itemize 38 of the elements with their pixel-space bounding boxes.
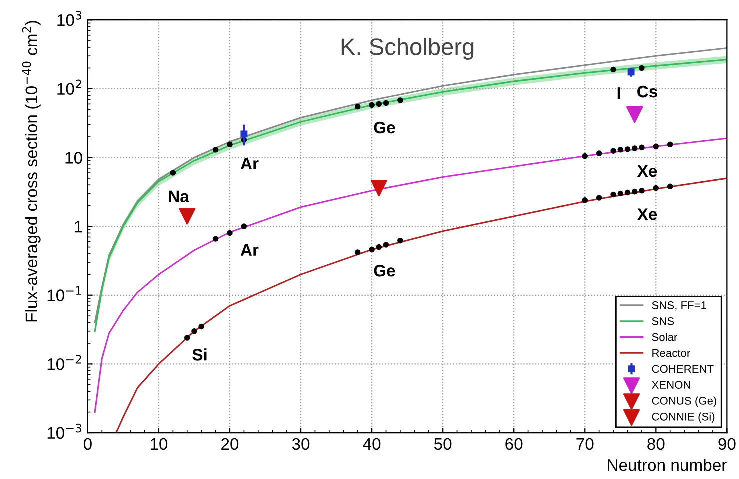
x-axis-title: Neutron number [608,458,727,472]
x-tick-label: 30 [292,438,310,450]
legend-label: COHERENT [652,365,714,374]
y-tick-label: 10$^{−2}$ [48,355,82,370]
annotation: Ar [240,244,259,256]
x-tick-label: 60 [506,438,523,450]
annotation: Si [192,348,207,361]
annotation: K. Scholberg [342,38,474,60]
x-tick-label: 70 [576,438,594,450]
y-tick-label: 10$^{2}$ [58,80,82,96]
x-tick-label: 0 [84,438,92,450]
y-tick-label: 10$^{−1}$ [48,286,82,302]
legend-label: SNS, FF=1 [652,302,706,311]
x-tick-label: 10 [150,438,168,450]
legend-label: CONNIE (Si) [652,412,715,424]
annotation: Ar [240,158,259,170]
x-tick-label: 40 [363,438,381,450]
legend-label: SNS [652,317,674,326]
annotation: Cs [638,86,658,98]
y-tick-label: 10 [66,152,82,164]
y-tick-label: 1 [75,221,82,233]
annotation: Ge [374,122,396,134]
legend-label: Solar [652,333,678,342]
x-tick-label: 90 [718,438,736,450]
y-tick-label: 10$^{−3}$ [48,424,82,440]
legend-label: XENON [652,381,690,389]
x-tick-label: 20 [222,438,239,450]
x-tick-label: 50 [434,438,452,450]
legend-label: CONUS (Ge) [652,396,716,408]
annotation: Xe [637,166,658,178]
annotation: Xe [637,208,658,220]
y-tick-label: 10$^{3}$ [58,10,82,26]
x-tick-label: 80 [648,438,665,450]
y-axis-title: Flux-averaged cross section (10$^{−40}$ cm$^{2}$) [22,21,41,322]
annotation: Na [169,190,190,202]
legend-label: Reactor [652,349,690,358]
annotation: Ge [374,264,396,277]
annotation: I [618,88,620,100]
